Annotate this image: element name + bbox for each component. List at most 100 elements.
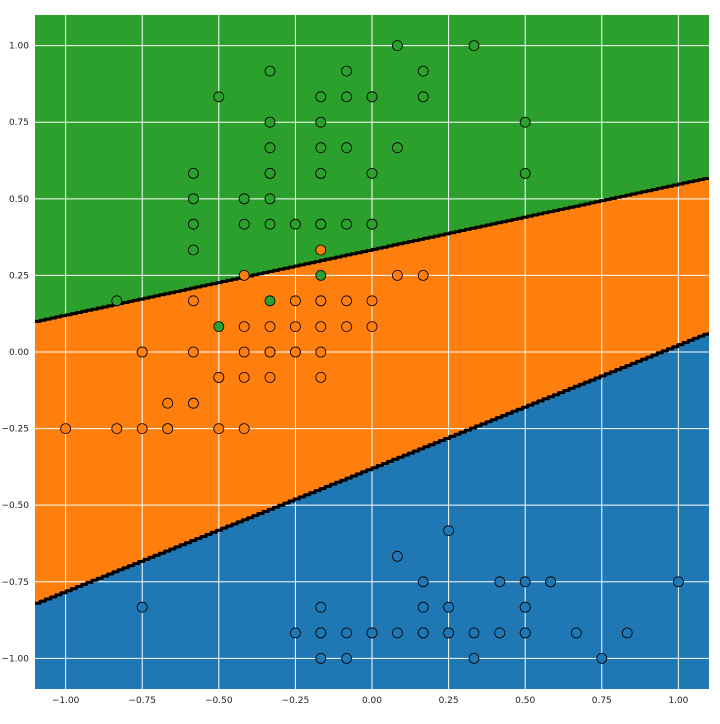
data-point <box>238 423 250 435</box>
data-point <box>417 269 429 281</box>
data-points <box>60 40 684 664</box>
data-point <box>494 576 506 588</box>
y-tick-label: 0.75 <box>9 118 29 128</box>
data-point <box>366 295 378 307</box>
data-point <box>673 576 684 588</box>
data-point <box>264 321 276 333</box>
data-point <box>264 167 276 179</box>
x-tick-label: −1.00 <box>52 696 80 706</box>
data-point <box>187 193 199 205</box>
x-tick-label: 0.75 <box>592 696 612 706</box>
data-point <box>315 295 327 307</box>
data-point <box>315 346 327 358</box>
data-point <box>187 218 199 230</box>
data-point <box>238 371 250 383</box>
data-point <box>341 218 353 230</box>
data-point <box>417 601 429 613</box>
data-point <box>519 116 531 128</box>
data-point <box>213 371 225 383</box>
data-point <box>238 193 250 205</box>
data-point <box>238 218 250 230</box>
data-point <box>494 627 506 639</box>
data-point <box>417 627 429 639</box>
x-tick-label: 0.25 <box>439 696 459 706</box>
data-point <box>264 371 276 383</box>
data-point <box>519 576 531 588</box>
data-point <box>468 627 480 639</box>
data-point <box>519 601 531 613</box>
data-point <box>238 269 250 281</box>
data-point <box>391 269 403 281</box>
data-point <box>391 142 403 154</box>
data-point <box>213 321 225 333</box>
data-point <box>315 321 327 333</box>
data-point <box>366 218 378 230</box>
data-point <box>545 576 556 588</box>
data-point <box>417 91 429 103</box>
data-point <box>315 116 327 128</box>
data-point <box>417 65 429 77</box>
y-tick-label: 0.25 <box>9 271 29 281</box>
data-point <box>391 627 403 639</box>
data-point <box>341 295 353 307</box>
decision-boundary-line <box>35 177 709 323</box>
data-point <box>341 627 353 639</box>
x-tick-label: 1.00 <box>668 696 688 706</box>
data-point <box>315 627 327 639</box>
data-point <box>341 653 353 664</box>
data-point <box>443 601 455 613</box>
data-point <box>136 423 148 435</box>
data-point <box>315 653 327 664</box>
x-tick-label: −0.75 <box>128 696 156 706</box>
data-point <box>289 295 301 307</box>
data-point <box>468 653 480 664</box>
data-point <box>264 116 276 128</box>
x-tick-label: −0.25 <box>282 696 310 706</box>
y-tick-label: −0.25 <box>1 425 29 435</box>
data-point <box>366 321 378 333</box>
data-point <box>315 601 327 613</box>
data-point <box>519 627 531 639</box>
data-point <box>289 346 301 358</box>
x-tick-label: 0.00 <box>362 696 382 706</box>
data-point <box>315 371 327 383</box>
data-point <box>238 346 250 358</box>
data-point <box>596 653 608 664</box>
data-point <box>187 167 199 179</box>
y-tick-label: 0.50 <box>9 195 29 205</box>
data-point <box>417 576 429 588</box>
data-point <box>341 142 353 154</box>
data-point <box>366 167 378 179</box>
data-point <box>136 346 148 358</box>
decision-boundary-line <box>35 332 709 605</box>
data-point <box>391 40 403 51</box>
data-point <box>289 627 301 639</box>
data-point <box>315 167 327 179</box>
data-point <box>341 65 353 77</box>
data-point <box>187 346 199 358</box>
data-point <box>136 601 148 613</box>
x-axis-ticks: −1.00 −0.75 −0.50 −0.25 0.00 0.25 0.50 0.75 1.00 <box>52 696 689 706</box>
data-point <box>111 295 123 307</box>
decision-boundaries <box>35 177 709 605</box>
data-point <box>60 423 71 435</box>
data-point <box>187 397 199 409</box>
data-point <box>264 65 276 77</box>
y-tick-label: 1.00 <box>9 42 29 52</box>
data-point <box>289 321 301 333</box>
data-point <box>341 321 353 333</box>
y-axis-ticks: −1.00 −0.75 −0.50 −0.25 0.00 0.25 0.50 0.75 1.00 <box>1 42 29 665</box>
x-tick-label: 0.50 <box>515 696 535 706</box>
data-point <box>315 91 327 103</box>
y-tick-label: −0.50 <box>1 501 29 511</box>
data-point <box>162 397 174 409</box>
data-point <box>264 218 276 230</box>
x-tick-label: −0.50 <box>205 696 233 706</box>
data-point <box>264 193 276 205</box>
data-point <box>443 525 455 536</box>
y-tick-label: 0.00 <box>9 348 29 358</box>
data-point <box>315 142 327 154</box>
data-point <box>238 321 250 333</box>
